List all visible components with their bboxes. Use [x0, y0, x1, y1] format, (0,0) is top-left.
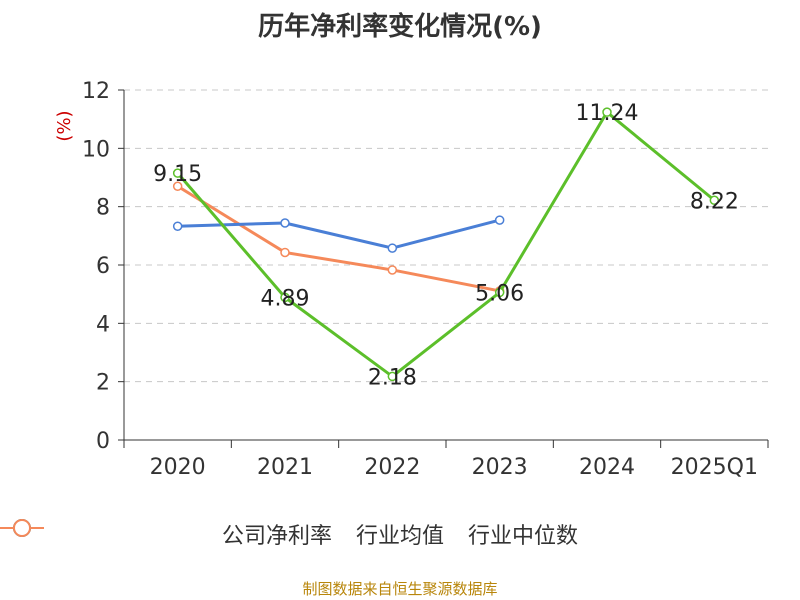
axes: 0 2 4 6 8 10 12 2020 2021 2022 2023 2024 2025Q1 (%)	[54, 79, 769, 480]
x-tick-label: 2021	[257, 455, 313, 480]
data-point	[494, 287, 505, 298]
data-point	[280, 292, 290, 303]
legend-item-company[interactable]: 公司净利率	[0, 518, 332, 550]
data-point	[387, 371, 398, 382]
data-point	[387, 243, 398, 253]
legend: 公司净利率 行业均值 行业中位数	[0, 518, 800, 550]
y-tick-label: 8	[96, 196, 110, 221]
data-point	[172, 221, 183, 231]
x-tick-label: 2022	[364, 455, 420, 480]
legend-median-marker-icon	[0, 519, 44, 537]
x-tick-label: 2020	[150, 455, 206, 480]
y-tick-label: 4	[96, 312, 110, 337]
x-tick-label: 2023	[472, 455, 528, 480]
legend-item-industry-median[interactable]: 行业中位数	[0, 518, 579, 550]
legend-label-company: 公司净利率	[221, 524, 332, 549]
data-point	[709, 195, 720, 205]
grid-lines	[124, 89, 768, 383]
data-label: 8.22	[690, 189, 739, 214]
x-tick-label: 2025Q1	[671, 455, 758, 480]
series-line-2	[176, 184, 500, 293]
data-point	[172, 168, 183, 178]
data-label: 4.89	[261, 286, 310, 311]
y-tick-label: 10	[82, 137, 110, 162]
legend-label-industry-median: 行业中位数	[468, 524, 579, 549]
data-point	[280, 218, 290, 228]
data-point	[494, 215, 505, 225]
data-source-note: 制图数据来自恒生聚源数据库	[302, 580, 498, 598]
data-point	[172, 181, 183, 191]
series-line-0	[176, 110, 716, 378]
legend-label-industry-mean: 行业均值	[355, 524, 444, 549]
data-labels: 9.15 4.89 2.18 5.06 11.24 8.22	[153, 101, 739, 390]
data-label: 5.06	[475, 281, 524, 306]
x-tick-label: 2024	[579, 455, 635, 480]
data-label: 2.18	[368, 365, 417, 390]
y-tick-label: 2	[96, 371, 110, 396]
y-axis-label: (%)	[54, 110, 75, 141]
legend-item-industry-mean[interactable]: 行业均值	[0, 518, 444, 550]
data-point	[387, 265, 398, 275]
series-line-1	[177, 218, 501, 250]
data-label: 11.24	[576, 101, 639, 126]
data-point	[602, 107, 612, 117]
chart-title: 历年净利率变化情况(%)	[258, 12, 542, 42]
y-tick-label: 6	[96, 254, 110, 279]
y-tick-label: 0	[96, 429, 110, 454]
data-label: 9.15	[153, 162, 202, 187]
y-tick-label: 12	[82, 79, 110, 104]
series	[172, 107, 720, 382]
data-point	[280, 247, 290, 258]
